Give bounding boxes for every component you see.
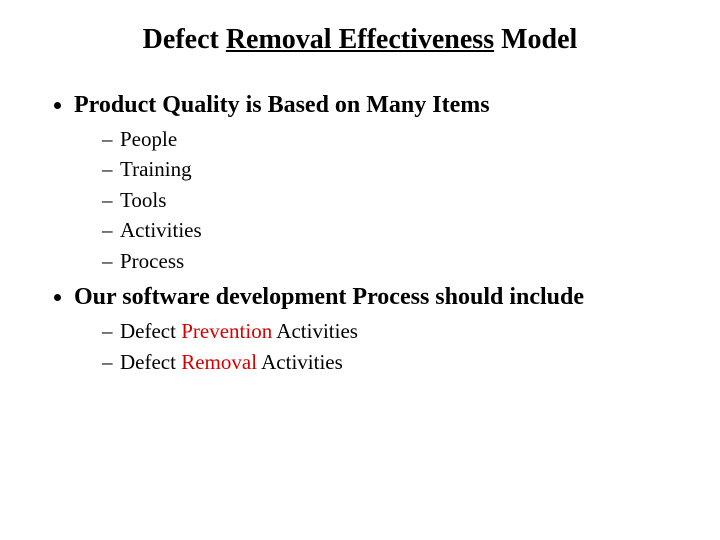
sub-item: Defect Removal Activities <box>102 347 680 377</box>
title-post: Model <box>494 24 577 55</box>
sub-item: Training <box>102 154 680 184</box>
bullet-2-sublist: Defect Prevention Activities Defect Remo… <box>74 316 680 377</box>
slide: Defect Removal Effectiveness Model Produ… <box>0 0 720 540</box>
sub-item-pre: Defect <box>120 319 181 343</box>
title-pre: Defect <box>143 24 226 55</box>
bullet-1-heading: Product Quality is Based on Many Items <box>74 92 490 118</box>
bullet-2: Our software development Process should … <box>74 282 680 377</box>
title-underlined: Removal Effectiveness <box>226 24 494 55</box>
bullet-2-heading: Our software development Process should … <box>74 284 584 310</box>
sub-item-red: Removal <box>181 350 257 374</box>
sub-item: People <box>102 124 680 154</box>
sub-item: Tools <box>102 185 680 215</box>
sub-item-red: Prevention <box>181 319 272 343</box>
bullet-list: Product Quality is Based on Many Items P… <box>40 90 680 377</box>
bullet-1: Product Quality is Based on Many Items P… <box>74 90 680 276</box>
sub-item: Process <box>102 246 680 276</box>
sub-item-post: Activities <box>272 319 358 343</box>
sub-item-pre: Defect <box>120 350 181 374</box>
bullet-1-sublist: People Training Tools Activities Process <box>74 124 680 276</box>
sub-item-post: Activities <box>257 350 343 374</box>
sub-item: Defect Prevention Activities <box>102 316 680 346</box>
slide-title: Defect Removal Effectiveness Model <box>40 24 680 56</box>
sub-item: Activities <box>102 215 680 245</box>
